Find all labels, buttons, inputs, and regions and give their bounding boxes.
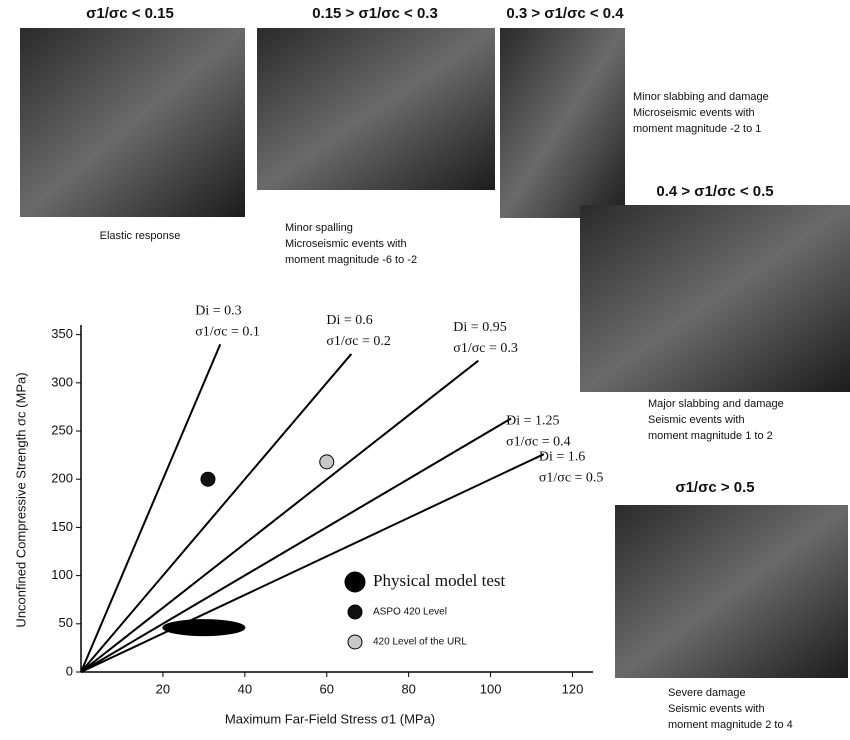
photo — [580, 205, 850, 392]
ratio-label: σ1/σc = 0.4 — [506, 435, 571, 450]
y-tick-label: 300 — [51, 374, 73, 389]
line-label: Di = 1.25 — [506, 414, 559, 429]
model-test-region — [163, 620, 245, 636]
panel-title: 0.15 > σ1/σc < 0.3 — [312, 5, 438, 22]
line-label: Di = 1.6 — [539, 449, 585, 464]
panel-caption: moment magnitude 2 to 4 — [668, 719, 793, 731]
panel-caption: moment magnitude -2 to 1 — [633, 123, 761, 135]
ratio-label: σ1/σc = 0.1 — [195, 324, 260, 339]
y-tick-label: 350 — [51, 326, 73, 341]
line-label: Di = 0.6 — [326, 313, 372, 328]
panel-caption: Seismic events with — [648, 414, 745, 426]
panel-caption: moment magnitude 1 to 2 — [648, 430, 773, 442]
ratio-label: σ1/σc = 0.2 — [326, 334, 391, 349]
line-label: Di = 0.3 — [195, 303, 241, 318]
photo — [257, 28, 495, 190]
ratio-line — [81, 454, 544, 672]
ratio-line — [81, 418, 511, 672]
panel-title: 0.3 > σ1/σc < 0.4 — [506, 5, 624, 22]
legend-label: ASPO 420 Level — [373, 607, 447, 618]
x-tick-label: 40 — [238, 681, 252, 696]
ratio-line — [81, 361, 478, 672]
photo — [500, 28, 625, 218]
legend-marker — [345, 572, 365, 592]
panel-title: σ1/σc < 0.15 — [86, 5, 174, 22]
y-tick-label: 0 — [66, 663, 73, 678]
x-tick-label: 20 — [156, 681, 170, 696]
y-tick-label: 250 — [51, 422, 73, 437]
y-axis-label: Unconfined Compressive Strength σc (MPa) — [13, 372, 28, 627]
y-tick-label: 150 — [51, 519, 73, 534]
x-tick-label: 120 — [562, 681, 584, 696]
panel-caption: Severe damage — [668, 687, 746, 699]
panel-caption: Elastic response — [100, 230, 181, 242]
y-tick-label: 100 — [51, 567, 73, 582]
legend-label: Physical model test — [373, 571, 505, 590]
photo — [615, 505, 848, 678]
ratio-label: σ1/σc = 0.3 — [453, 341, 518, 356]
legend-label: 420 Level of the URL — [373, 637, 467, 648]
legend-marker — [348, 605, 362, 619]
panel-caption: Microseismic events with — [285, 238, 407, 250]
x-axis-label: Maximum Far-Field Stress σ1 (MPa) — [225, 711, 435, 726]
data-point — [201, 472, 215, 486]
figure: Maximum Far-Field Stress σ1 (MPa) Unconf… — [0, 0, 850, 740]
panel-caption: Microseismic events with — [633, 107, 755, 119]
panel-caption: Seismic events with — [668, 703, 765, 715]
panel-caption: Minor spalling — [285, 222, 353, 234]
panel-caption: Minor slabbing and damage — [633, 91, 769, 103]
ratio-label: σ1/σc = 0.5 — [539, 470, 604, 485]
y-tick-label: 50 — [59, 615, 73, 630]
data-point — [320, 455, 334, 469]
panel-caption: Major slabbing and damage — [648, 398, 784, 410]
x-tick-label: 100 — [480, 681, 502, 696]
photo — [20, 28, 245, 217]
line-label: Di = 0.95 — [453, 320, 506, 335]
panel-caption: moment magnitude -6 to -2 — [285, 254, 417, 266]
x-tick-label: 80 — [401, 681, 415, 696]
panel-title: 0.4 > σ1/σc < 0.5 — [656, 183, 773, 200]
panel-title: σ1/σc > 0.5 — [675, 479, 754, 496]
x-tick-label: 60 — [320, 681, 334, 696]
legend-marker — [348, 635, 362, 649]
y-tick-label: 200 — [51, 471, 73, 486]
